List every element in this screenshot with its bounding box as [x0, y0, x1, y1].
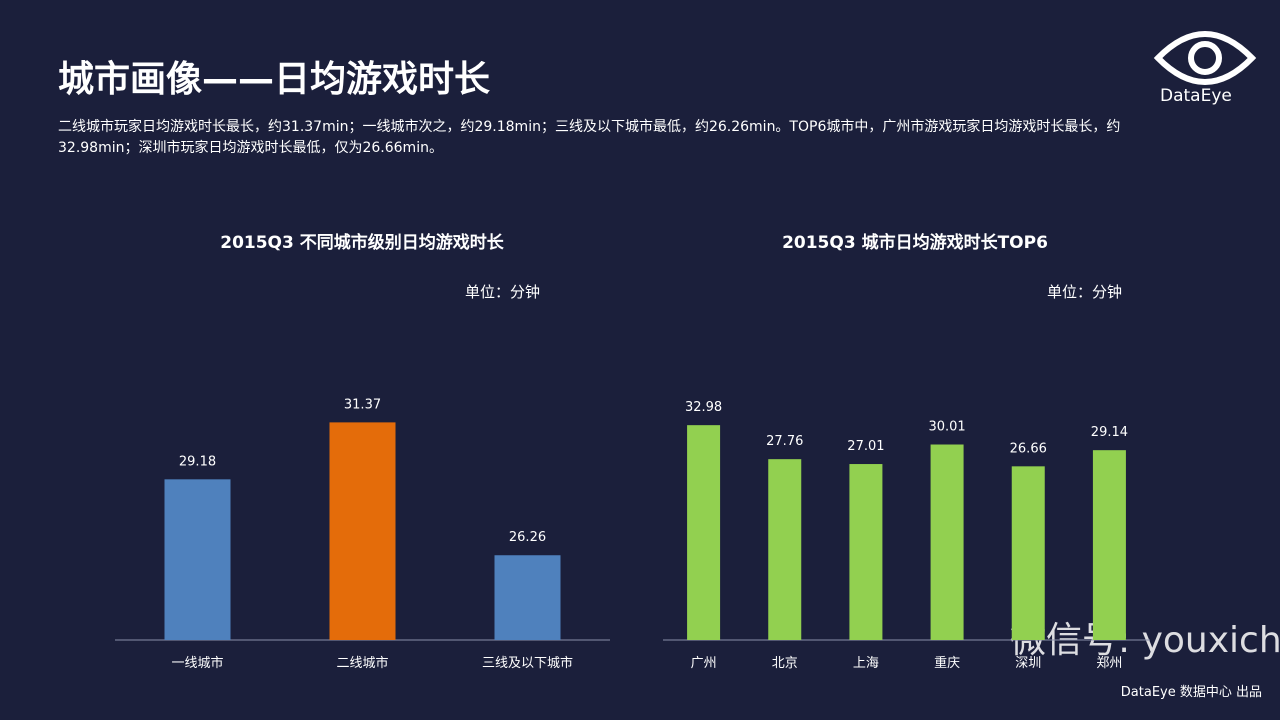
x-tick-label: 深圳: [1015, 656, 1041, 671]
value-label: 30.01: [928, 420, 965, 435]
bar: [687, 425, 721, 640]
unit-label: 单位：分钟: [465, 283, 540, 301]
x-tick-label: 郑州: [1096, 656, 1122, 671]
description: 二线城市玩家日均游戏时长最长，约31.37min；一线城市次之，约29.18mi…: [58, 119, 1121, 156]
value-label: 31.37: [344, 397, 381, 412]
value-label: 32.98: [685, 400, 722, 415]
value-label: 29.18: [179, 454, 216, 469]
bar: [768, 459, 802, 640]
value-label: 27.76: [766, 434, 803, 449]
x-tick-label: 二线城市: [336, 655, 388, 671]
bar: [494, 555, 561, 640]
x-tick-label: 一线城市: [171, 655, 223, 671]
logo: DataEye: [1160, 86, 1232, 106]
x-tick-label: 北京: [772, 656, 798, 671]
x-tick-label: 广州: [691, 656, 717, 671]
x-tick-label: 三线及以下城市: [482, 655, 573, 671]
bar: [930, 444, 964, 640]
chart-title: 2015Q3 城市日均游戏时长TOP6: [782, 232, 1048, 253]
value-label: 26.26: [509, 530, 546, 545]
bar: [164, 479, 231, 640]
bar: [329, 422, 396, 640]
value-label: 27.01: [847, 439, 884, 454]
footer: DataEye 数据中心 出品: [1121, 685, 1262, 700]
chart-title: 2015Q3 不同城市级别日均游戏时长: [220, 232, 505, 253]
unit-label: 单位：分钟: [1047, 283, 1122, 301]
bar: [1011, 466, 1045, 640]
bar: [849, 464, 883, 640]
value-label: 26.66: [1010, 441, 1047, 456]
x-tick-label: 上海: [853, 656, 879, 671]
slide-title: 城市画像——日均游戏时长: [58, 59, 491, 100]
value-label: 29.14: [1091, 425, 1128, 440]
x-tick-label: 重庆: [934, 655, 960, 671]
logo-icon: [1153, 31, 1257, 85]
bar: [1092, 450, 1126, 640]
